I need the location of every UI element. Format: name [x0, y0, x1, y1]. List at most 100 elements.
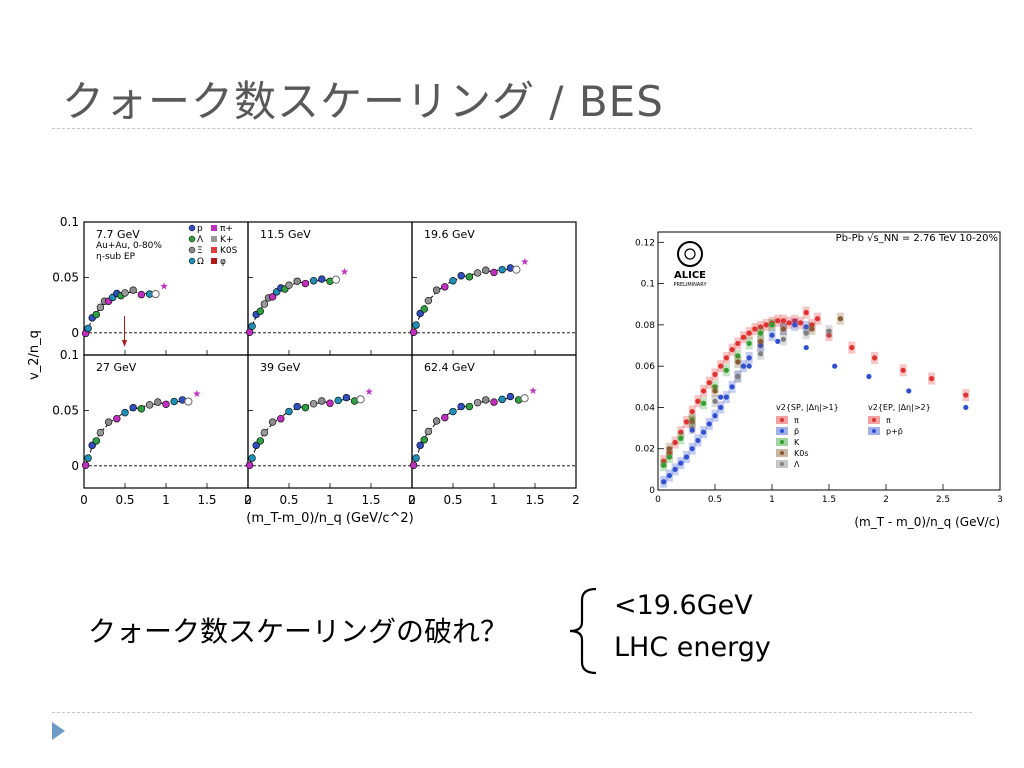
data-point: [301, 403, 310, 412]
data-point: [457, 272, 465, 280]
data-point: [729, 347, 735, 353]
annotation-collision: Au+Au, 0-80%: [96, 241, 162, 251]
x-tick-label: 2: [408, 493, 416, 507]
data-point: [256, 437, 264, 445]
panel-2: 11.5 GeV ★: [245, 221, 413, 356]
data-point: [309, 400, 318, 408]
legend-label: φ: [220, 257, 226, 267]
data-point: [900, 367, 906, 373]
x-tick-label: 1.5: [822, 495, 836, 505]
data-point: [740, 334, 747, 340]
data-point: [718, 404, 724, 411]
y-axis-label: v_2/n_q: [27, 330, 42, 380]
data-point: [137, 290, 146, 299]
data-point: [763, 322, 769, 328]
data-point: [678, 429, 684, 435]
pion-star-icon: ★: [160, 282, 169, 293]
legend-label: p: [197, 224, 203, 234]
data-point: [672, 439, 678, 446]
data-point: [104, 418, 113, 426]
data-point: [432, 286, 441, 294]
brace-icon: [569, 587, 597, 675]
data-point: [293, 402, 301, 411]
legend-marker: [872, 429, 876, 433]
data-point: [746, 340, 752, 347]
x-tick-label: 2: [244, 493, 252, 507]
data-point: [832, 363, 838, 369]
data-point: [769, 322, 775, 328]
data-point: [457, 402, 465, 411]
data-point: [735, 340, 741, 347]
data-point: [712, 388, 718, 394]
legend-label: Ω: [197, 257, 204, 267]
panel-frame: [247, 221, 413, 356]
legend-marker: [188, 246, 196, 254]
data-point: [162, 400, 170, 409]
data-point: [746, 363, 752, 369]
data-point: [752, 326, 758, 332]
annotation-method: η-sub EP: [96, 252, 136, 262]
kaon-point: [184, 397, 193, 406]
data-point: [137, 405, 146, 413]
title-divider: [52, 128, 972, 129]
panel-3: 19.6 GeV ★: [409, 221, 577, 356]
legend-marker: [780, 429, 784, 433]
data-point: [803, 330, 809, 336]
data-point: [780, 336, 786, 342]
legend-marker: [780, 418, 784, 422]
legend-marker: [780, 462, 784, 466]
data-point: [248, 322, 256, 330]
data-point: [815, 316, 821, 322]
data-point: [792, 322, 798, 328]
pion-star-icon: ★: [365, 387, 374, 398]
legend-marker: [211, 236, 217, 242]
x-tick-label: 2: [883, 495, 889, 505]
y-tick-label: 0: [71, 326, 79, 340]
x-tick-label: 1: [769, 495, 775, 505]
panel-6: 62.4 GeV ★: [409, 354, 577, 489]
data-point: [849, 344, 855, 351]
data-point: [482, 396, 490, 404]
data-point: [723, 355, 729, 361]
data-point: [301, 279, 310, 288]
data-point: [420, 436, 428, 444]
y-tick-label: 0: [71, 459, 79, 473]
legend-marker: [188, 257, 196, 265]
data-point: [661, 479, 667, 485]
data-point: [678, 460, 684, 466]
data-point: [872, 355, 878, 361]
data-point: [145, 401, 154, 409]
data-point: [706, 380, 712, 386]
data-point: [490, 398, 498, 406]
data-point: [758, 330, 764, 336]
data-point: [666, 450, 672, 456]
legend-marker: [780, 451, 784, 455]
x-tick-label: 1.5: [525, 493, 544, 507]
legend-label: K0S: [220, 246, 238, 256]
data-point: [683, 419, 690, 425]
data-point: [318, 397, 326, 405]
data-point: [84, 324, 92, 333]
x-tick-label: 0: [408, 493, 416, 507]
x-tick-label: 0.5: [443, 493, 462, 507]
data-point: [420, 305, 428, 313]
data-point: [780, 326, 786, 332]
data-point: [260, 428, 269, 437]
kaon-point: [512, 265, 521, 274]
legend-label: K+: [220, 235, 233, 245]
data-point: [81, 461, 90, 469]
data-point: [723, 367, 729, 373]
x-tick-label: 3: [997, 495, 1003, 505]
data-point: [775, 338, 781, 344]
slide-title: クォーク数スケーリング / BES: [62, 77, 664, 126]
data-point: [661, 462, 667, 468]
data-point: [758, 342, 764, 349]
data-point: [121, 408, 129, 417]
data-point: [424, 296, 433, 305]
legend-label: Λ: [794, 460, 800, 469]
legend-marker: [211, 225, 217, 231]
data-point: [96, 428, 105, 437]
data-point: [416, 441, 424, 450]
data-point: [449, 407, 457, 416]
